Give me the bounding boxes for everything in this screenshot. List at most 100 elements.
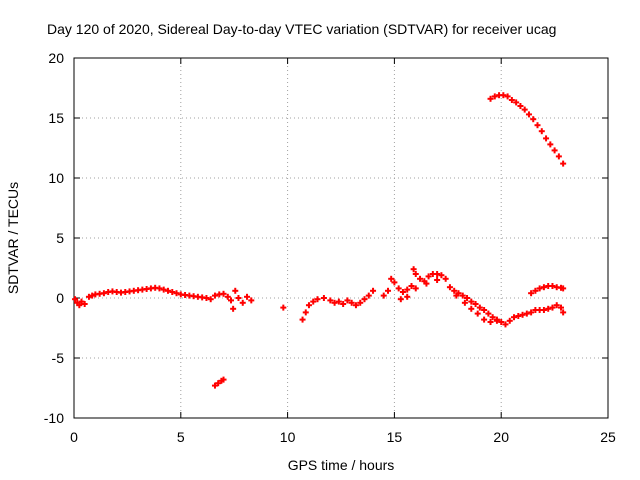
data-point <box>160 286 167 293</box>
data-point <box>558 304 565 311</box>
data-point <box>410 266 417 273</box>
axis-ticks: 0 5 10 15 20 25 -10 -5 0 5 10 15 20 <box>44 50 616 445</box>
data-point <box>500 92 507 99</box>
data-point <box>331 299 338 306</box>
x-tick-label: 15 <box>387 429 403 445</box>
data-point <box>560 160 567 167</box>
data-point <box>404 286 411 293</box>
data-point <box>397 296 404 303</box>
data-point <box>395 285 402 292</box>
data-point <box>173 290 180 297</box>
data-point <box>76 302 83 309</box>
data-point <box>434 271 441 277</box>
data-point <box>547 141 554 148</box>
data-point <box>220 290 227 297</box>
y-tick-label: 0 <box>56 290 64 306</box>
data-point <box>553 302 560 309</box>
data-point <box>220 376 227 383</box>
data-point <box>511 314 518 321</box>
data-point <box>474 310 481 317</box>
data-point <box>468 298 475 305</box>
data-point <box>459 292 466 299</box>
data-point <box>327 297 334 304</box>
data-point <box>560 309 567 316</box>
data-point <box>521 106 528 113</box>
data-point <box>232 287 239 294</box>
x-tick-label: 20 <box>493 429 509 445</box>
data-point <box>476 304 483 311</box>
data-point <box>361 296 368 303</box>
data-point <box>78 298 85 305</box>
data-point <box>536 285 543 292</box>
data-point <box>438 272 445 279</box>
data-point <box>370 287 377 294</box>
data-point <box>156 285 163 292</box>
y-tick-label: -5 <box>52 350 65 366</box>
data-point <box>493 317 500 324</box>
data-point <box>203 295 210 301</box>
data-point <box>310 298 317 305</box>
data-point <box>215 380 222 387</box>
data-point <box>502 321 509 328</box>
data-point <box>357 299 364 306</box>
data-point <box>534 122 541 129</box>
data-point <box>446 284 453 291</box>
data-point <box>517 103 524 109</box>
data-point <box>224 293 231 300</box>
data-point <box>461 299 468 306</box>
data-point <box>545 305 552 312</box>
data-point <box>320 295 327 301</box>
data-point <box>305 302 312 309</box>
y-tick-label: 15 <box>48 110 64 126</box>
data-point <box>555 153 562 160</box>
data-point <box>207 296 214 303</box>
data-point <box>239 299 246 306</box>
data-point <box>543 135 550 142</box>
x-axis-label: GPS time / hours <box>288 457 395 473</box>
data-point <box>404 293 411 300</box>
data-point <box>528 290 535 297</box>
data-point <box>423 280 430 287</box>
data-point <box>340 301 347 307</box>
data-point <box>408 283 415 289</box>
data-point <box>528 309 535 316</box>
data-point <box>344 297 351 304</box>
data-point <box>391 279 398 286</box>
data-point <box>412 271 419 277</box>
data-point <box>384 287 391 294</box>
chart-title: Day 120 of 2020, Sidereal Day-to-day VTE… <box>47 21 556 37</box>
x-tick-label: 5 <box>177 429 185 445</box>
x-tick-label: 0 <box>70 429 78 445</box>
data-point <box>504 93 511 100</box>
data-point <box>464 295 471 301</box>
data-point <box>244 293 251 300</box>
data-point <box>72 296 79 303</box>
data-points <box>72 92 567 389</box>
data-point <box>451 287 458 294</box>
data-point <box>549 283 556 289</box>
y-tick-label: 10 <box>48 170 64 186</box>
x-tick-label: 10 <box>280 429 296 445</box>
data-point <box>380 292 387 299</box>
data-point <box>540 284 547 291</box>
data-point <box>100 290 107 297</box>
data-point <box>164 287 171 294</box>
data-point <box>280 304 287 311</box>
data-point <box>399 289 406 295</box>
data-point <box>388 275 395 282</box>
y-tick-label: 20 <box>48 50 64 66</box>
data-point <box>235 295 242 301</box>
data-point <box>248 297 255 304</box>
data-point <box>365 292 372 299</box>
data-point <box>227 297 234 304</box>
y-axis-label: SDTVAR / TECUs <box>5 182 21 294</box>
data-point <box>481 307 488 313</box>
data-point <box>485 310 492 317</box>
data-point <box>299 316 306 323</box>
data-point <box>532 287 539 294</box>
grid <box>74 58 608 418</box>
data-point <box>211 292 218 299</box>
data-point <box>498 319 505 325</box>
data-point <box>211 382 218 389</box>
